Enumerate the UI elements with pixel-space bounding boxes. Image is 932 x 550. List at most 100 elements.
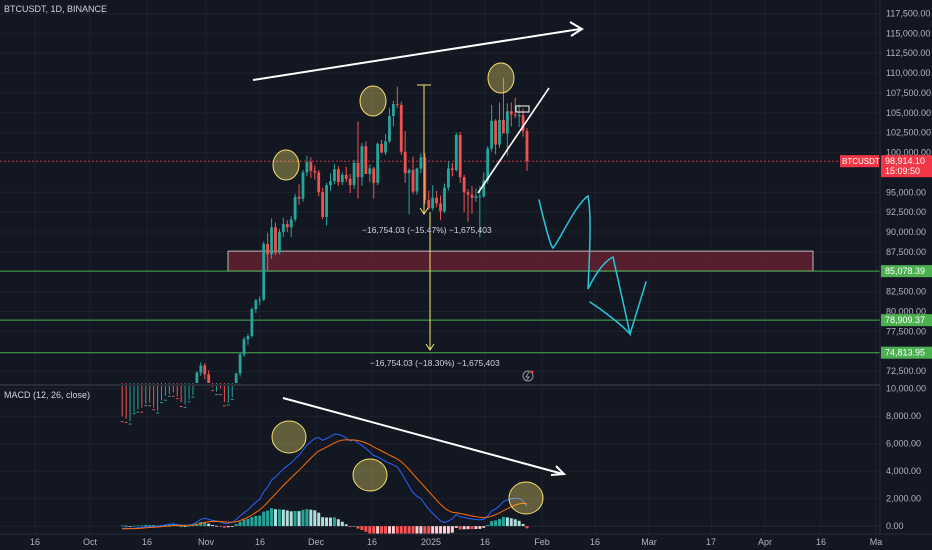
candle — [285, 220, 289, 233]
macd-circle-3[interactable] — [508, 481, 544, 515]
macd-tick-label: 0.00 — [886, 521, 904, 531]
candle — [274, 222, 277, 256]
price-tick-label: 95,000.00 — [886, 187, 926, 197]
peak-circle-3[interactable] — [487, 62, 515, 94]
candle — [293, 193, 297, 222]
support-label-3[interactable] — [881, 346, 932, 359]
support-label-1[interactable] — [881, 265, 932, 278]
candle — [399, 101, 403, 155]
candle — [439, 195, 442, 221]
candle — [179, 383, 183, 408]
measure-label-short: −16,754.03 (−15.47%) −1,675,403 — [362, 225, 492, 235]
position-marker[interactable] — [515, 105, 530, 113]
histogram-bar — [387, 526, 391, 535]
candle — [305, 155, 309, 177]
candle — [474, 188, 478, 202]
candle — [321, 187, 325, 220]
price-tick-label: 92,500.00 — [886, 207, 926, 217]
candle — [454, 132, 458, 172]
candle — [470, 185, 474, 214]
histogram-bar — [218, 526, 222, 527]
peak-circle-1[interactable] — [272, 149, 300, 181]
histogram-bar — [474, 526, 478, 530]
candle — [254, 298, 258, 314]
price-tick-label: 72,500.00 — [886, 366, 926, 376]
candle — [517, 104, 521, 128]
candle — [431, 185, 435, 211]
histogram-bar — [344, 524, 348, 527]
histogram-bar — [266, 510, 270, 527]
trend-arrow-up[interactable] — [252, 28, 581, 81]
alert-icon[interactable] — [522, 370, 534, 382]
price-tick-label: 115,000.00 — [886, 28, 930, 38]
candle — [458, 131, 462, 183]
candle — [250, 307, 254, 338]
signal-line — [122, 439, 528, 530]
histogram-bar — [289, 511, 293, 527]
macd-axis-ticks: 10,000.00 8,000.00 6,000.00 4,000.00 2,000.0… — [886, 384, 926, 531]
candle — [368, 164, 372, 182]
candle — [238, 352, 242, 377]
resistance-zone[interactable] — [227, 250, 814, 272]
histogram-bar — [293, 511, 297, 527]
candle — [329, 173, 332, 191]
macd-circle-2[interactable] — [352, 458, 388, 492]
histogram-bar — [497, 519, 501, 527]
histogram-bar — [234, 524, 238, 527]
wedge-support-line[interactable] — [477, 87, 550, 194]
price-tick-label: 112,500.00 — [886, 48, 930, 58]
histogram-bar — [297, 511, 301, 527]
time-tick-label: Dec — [308, 537, 325, 547]
histogram-bar — [246, 518, 250, 527]
support-label-2[interactable] — [881, 314, 932, 327]
measure-label-long: −16,754.03 (−18.30%) −1,675,403 — [370, 358, 500, 368]
macd-title[interactable]: MACD (12, 26, close) — [4, 390, 90, 400]
candle — [384, 134, 387, 155]
candle — [505, 103, 509, 156]
candle — [360, 143, 364, 186]
histogram-bar — [340, 521, 344, 527]
symbol-title[interactable]: BTCUSDT, 1D, BINANCE — [4, 4, 107, 14]
histogram-bar — [348, 526, 352, 528]
histogram-bar — [336, 519, 340, 527]
candle — [435, 190, 439, 208]
price-tick-label: 100,000.00 — [886, 148, 931, 158]
histogram-bar — [403, 526, 407, 541]
time-tick-label: 2025 — [421, 537, 441, 547]
candle — [352, 159, 356, 190]
time-axis[interactable] — [0, 534, 932, 550]
candle — [289, 216, 293, 237]
candle — [281, 217, 285, 237]
histogram-bar — [466, 526, 470, 530]
candle — [490, 104, 494, 152]
projection-drawing[interactable] — [538, 194, 647, 337]
candle — [388, 108, 391, 144]
candle — [395, 86, 399, 109]
price-tick-label: 82,500.00 — [886, 287, 926, 297]
candle — [411, 156, 415, 194]
candle — [372, 166, 376, 199]
current-price-label[interactable] — [881, 155, 932, 178]
histogram-bar — [305, 509, 309, 527]
peak-circle-2[interactable] — [359, 85, 387, 117]
symbol-tag — [840, 155, 879, 168]
histogram-bar — [222, 526, 226, 528]
histogram-bar — [490, 521, 494, 527]
histogram-bar — [258, 515, 262, 527]
support-label-3-text: 74,813.95 — [885, 348, 925, 358]
candle — [443, 183, 446, 213]
histogram-bar — [470, 526, 474, 530]
candle — [498, 102, 501, 148]
candle — [222, 383, 226, 407]
price-tick-label: 117,500.00 — [886, 9, 930, 19]
macd-circle-1[interactable] — [271, 420, 307, 454]
drawings[interactable]: −16,754.03 (−15.47%) −1,675,403 −16,754.… — [252, 21, 647, 515]
histogram-bar — [136, 525, 140, 527]
histogram-bar — [242, 519, 246, 527]
countdown-timer: 15:09:50 — [885, 166, 920, 176]
trend-arrow-down[interactable] — [282, 397, 564, 475]
price-tick-label: 102,500.00 — [886, 128, 931, 138]
candle — [419, 153, 423, 174]
candle — [391, 100, 395, 127]
